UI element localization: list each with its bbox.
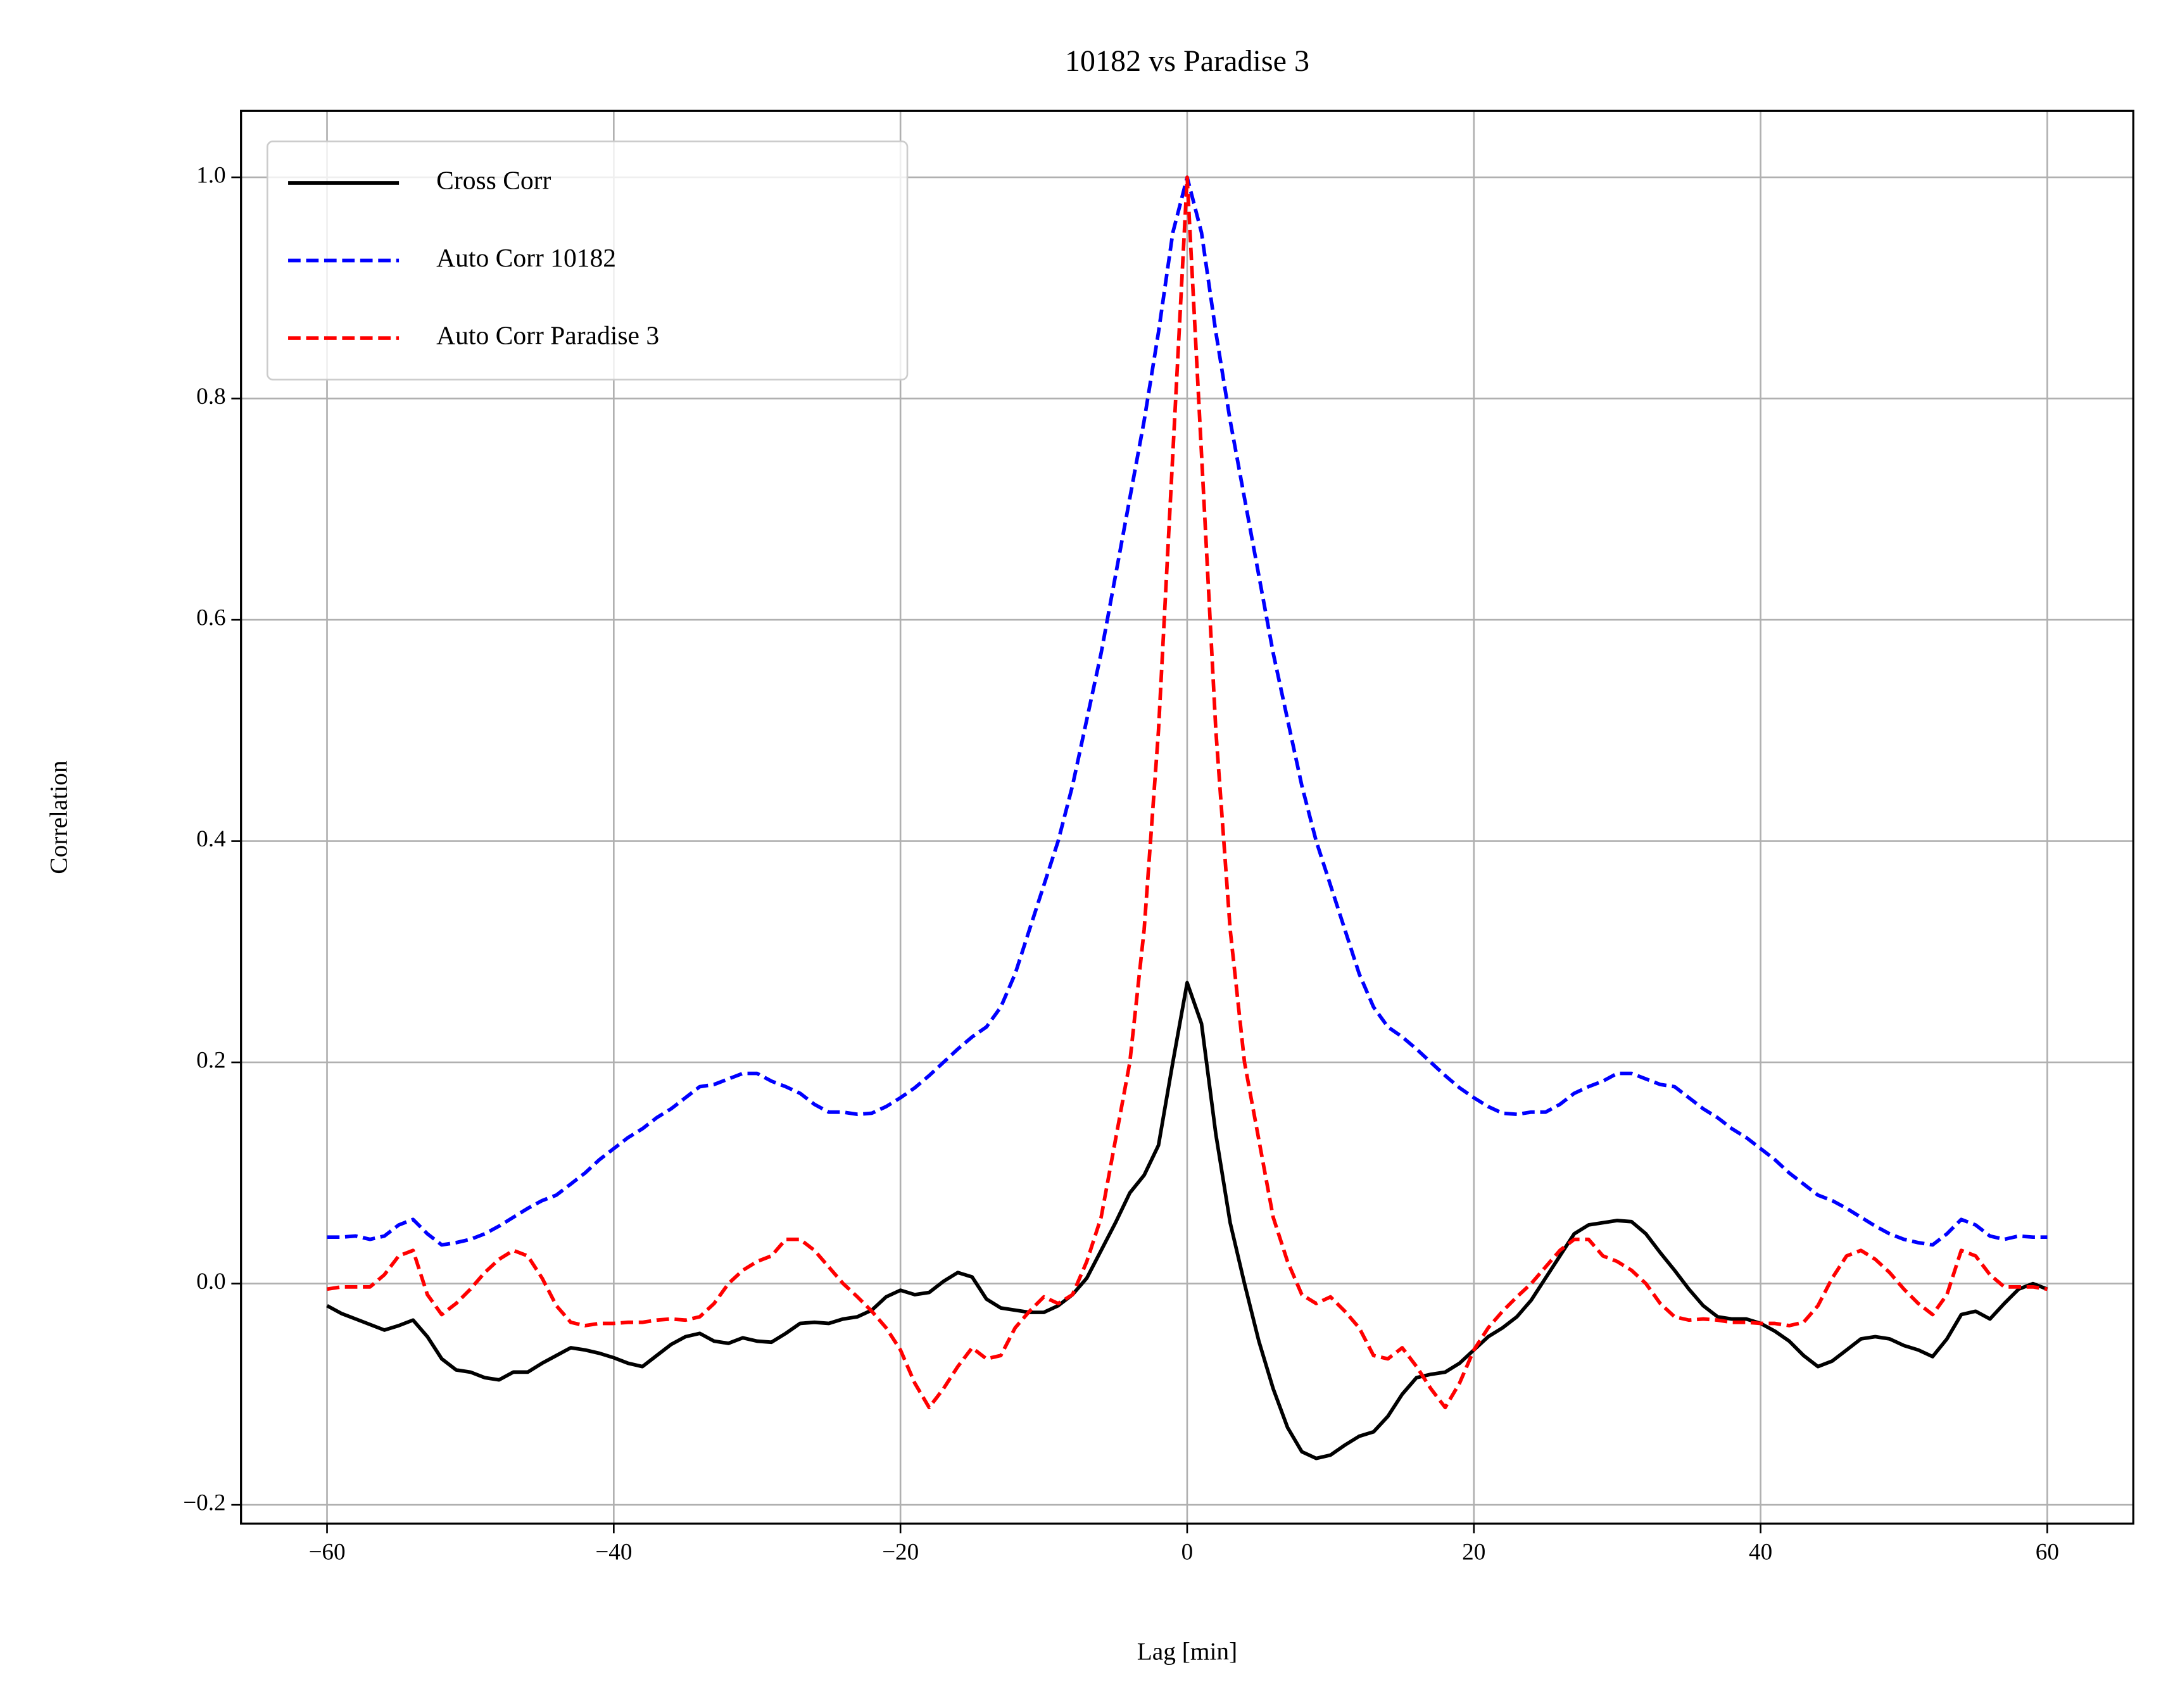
- legend-box: [266, 141, 909, 380]
- x-tick-label: −40: [595, 1539, 632, 1565]
- x-tick-label: 60: [2036, 1539, 2059, 1565]
- x-tick-label: −60: [308, 1539, 345, 1565]
- chart-title: 10182 vs Paradise 3: [1065, 44, 1309, 78]
- x-tick-label: 0: [1181, 1539, 1194, 1565]
- legend-label: Cross Corr: [436, 166, 551, 195]
- legend: Cross Corr Auto Corr 10182 Auto Corr Parad…: [266, 141, 909, 380]
- legend-label: Auto Corr 10182: [436, 243, 616, 272]
- line-series: [327, 175, 2048, 1410]
- y-tick-label: 1.0: [196, 163, 225, 189]
- x-tick-label: −20: [882, 1539, 919, 1565]
- x-tick-label: 40: [1749, 1539, 1772, 1565]
- y-tick-label: 0.6: [196, 605, 225, 631]
- y-tick-label: 0.0: [196, 1269, 225, 1295]
- y-axis-label: Correlation: [44, 760, 72, 874]
- legend-label: Auto Corr Paradise 3: [436, 321, 659, 350]
- y-tick-label: 0.2: [196, 1048, 225, 1074]
- x-axis-label: Lag [min]: [1137, 1637, 1238, 1665]
- y-tick-label: −0.2: [183, 1490, 225, 1516]
- y-tick-label: 0.4: [196, 826, 226, 852]
- plot-frame: [240, 110, 2134, 1525]
- x-tick-label: 20: [1462, 1539, 1485, 1565]
- y-tick-label: 0.8: [196, 384, 225, 410]
